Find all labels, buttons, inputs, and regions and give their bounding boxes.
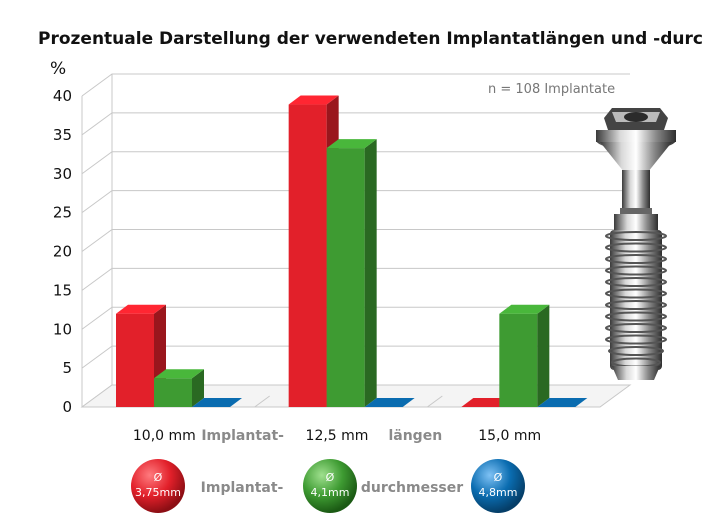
gridline (81, 73, 630, 97)
thread-ring (605, 231, 667, 241)
sample-size-note: n = 108 Implantate (488, 82, 615, 97)
x-axis-labels: 10,0 mm 12,5 mm 15,0 mm Implantat-längen (133, 428, 541, 444)
legend-caption: durchmesser (361, 480, 463, 496)
x-tick-label: 10,0 mm (133, 428, 196, 444)
gridline (81, 267, 630, 291)
bar-front (116, 313, 154, 407)
bar-top (537, 398, 588, 407)
legend-symbol: Ø (326, 471, 335, 484)
legend-item: Ø 3,75mm (131, 459, 185, 513)
legend-item: Ø 4,8mm (471, 459, 525, 513)
y-tick-label: 10 (53, 320, 72, 338)
thread-ring (605, 323, 667, 333)
implant-illustration (596, 108, 676, 380)
gridline (81, 345, 630, 369)
bar-front (154, 378, 192, 407)
bars (116, 95, 588, 408)
y-tick-label: 0 (62, 398, 72, 416)
bar-front (288, 104, 327, 408)
gridline (81, 229, 630, 252)
bar-side (537, 304, 550, 407)
thread-ring (608, 346, 664, 356)
thread-ring (605, 277, 667, 287)
category-separator (254, 395, 270, 408)
legend-label: 3,75mm (135, 486, 181, 499)
bar-top (461, 398, 512, 407)
legend-symbol: Ø (154, 471, 163, 484)
y-tick-label: 40 (53, 87, 72, 105)
bar (192, 398, 242, 407)
legend-swatch (131, 459, 185, 513)
y-tick-label: 20 (53, 243, 72, 261)
bar-top (499, 304, 550, 314)
bar-top (192, 398, 242, 407)
bar (461, 398, 512, 407)
bar (499, 304, 550, 407)
legend: Ø 3,75mm Ø 4,1mm Ø 4,8mm Implantat-durchmesser (131, 459, 525, 513)
bar-top (364, 398, 415, 407)
legend-swatch (471, 459, 525, 513)
x-tick-label: 15,0 mm (478, 428, 541, 444)
chart-title: Prozentuale Darstellung der verwendeten … (38, 29, 702, 49)
legend-item: Ø 4,1mm (303, 459, 357, 513)
y-axis-label: % (50, 59, 66, 79)
bar-top (154, 369, 204, 379)
thread-ring (605, 288, 667, 299)
gridline (81, 190, 630, 214)
bar-side (364, 139, 377, 407)
y-tick-label: 35 (53, 126, 72, 144)
thread-ring (605, 242, 667, 253)
bar (326, 139, 377, 407)
bar-front (326, 148, 365, 407)
y-axis-ticks: 0 5 10 15 20 25 30 35 40 (53, 87, 72, 416)
x-tick-label: 12,5 mm (306, 428, 369, 444)
thread-ring (605, 334, 667, 345)
y-tick-label: 30 (53, 165, 72, 183)
thread-ring (605, 265, 667, 276)
y-tick-label: 5 (62, 359, 72, 377)
x-axis-word: längen (388, 428, 442, 444)
gridline (81, 151, 630, 175)
legend-caption: Implantat- (201, 480, 284, 496)
gridline (81, 306, 630, 330)
y-tick-label: 15 (53, 281, 72, 299)
legend-label: 4,8mm (479, 486, 518, 499)
bar (154, 369, 204, 407)
thread-ring (605, 300, 667, 310)
bar-top (326, 139, 377, 149)
bar (537, 398, 588, 407)
legend-symbol: Ø (494, 471, 503, 484)
thread-ring (605, 254, 667, 264)
bar (364, 398, 415, 407)
legend-label: 4,1mm (311, 486, 350, 499)
legend-swatch (303, 459, 357, 513)
y-tick-label: 25 (53, 204, 72, 222)
bar-top (116, 304, 166, 314)
thread-ring (605, 311, 667, 322)
bar-front (499, 313, 538, 407)
gridline (81, 112, 630, 136)
bar-side (192, 369, 204, 407)
bar-top (288, 95, 339, 105)
x-axis-word: Implantat- (201, 428, 284, 444)
category-separator (427, 395, 443, 408)
